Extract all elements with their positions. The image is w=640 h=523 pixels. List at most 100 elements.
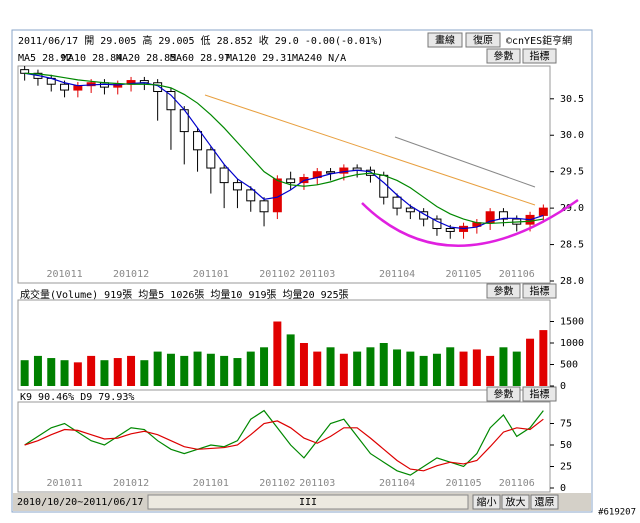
line	[24, 72, 544, 230]
candle-body	[405, 207, 415, 213]
button[interactable]	[522, 48, 557, 64]
candle-body	[73, 85, 83, 91]
volume-bar	[539, 330, 548, 386]
x-tick-label: 201012	[113, 478, 149, 489]
volume-bar	[33, 355, 42, 386]
button[interactable]	[522, 283, 557, 299]
volume-bar	[140, 360, 149, 386]
y-tick-label: 30.0	[560, 130, 584, 141]
volume-bar	[326, 347, 335, 386]
line	[24, 418, 544, 472]
volume-bar	[393, 349, 402, 386]
button[interactable]	[486, 386, 521, 402]
volume-bar	[233, 358, 242, 386]
button-label[interactable]: 指標	[530, 50, 550, 63]
volume-bar	[166, 353, 175, 386]
candle-body	[286, 178, 296, 184]
candle-body	[113, 83, 123, 88]
button[interactable]	[486, 48, 521, 64]
volume-bar	[313, 351, 322, 386]
candle-body	[326, 171, 336, 174]
volume-bar	[286, 334, 295, 386]
x-tick-label: 201106	[499, 478, 535, 489]
button-label[interactable]: 指標	[530, 388, 550, 401]
volume-bar	[512, 351, 521, 386]
ma-value: MA120 29.31	[226, 53, 292, 64]
button[interactable]	[472, 494, 501, 510]
x-tick-label: 201101	[193, 478, 229, 489]
kd-panel	[17, 401, 551, 493]
scroll-thumb[interactable]: III	[299, 497, 317, 508]
candle-body	[166, 91, 176, 111]
button-label[interactable]: 參數	[494, 50, 514, 63]
candle-body	[432, 218, 442, 230]
volume-bar	[459, 351, 468, 386]
volume-bar	[193, 351, 202, 386]
volume-bar	[339, 353, 348, 386]
y-tick-label: 30.5	[560, 94, 584, 105]
x-tick-label: 201011	[46, 269, 82, 280]
button-label[interactable]: 參數	[494, 285, 514, 298]
button[interactable]	[501, 494, 530, 510]
x-tick-label: 201104	[379, 478, 415, 489]
button-label[interactable]: 指標	[530, 285, 550, 298]
button[interactable]	[522, 386, 557, 402]
candle-body	[232, 182, 242, 191]
button-label[interactable]: 還原	[535, 497, 555, 509]
volume-bar	[100, 360, 109, 386]
y-tick-label: 28.5	[560, 240, 584, 251]
price-panel	[17, 65, 551, 284]
volume-bar	[366, 347, 375, 386]
button[interactable]	[465, 32, 501, 48]
candle-body	[60, 83, 70, 91]
x-tick-label: 201103	[299, 269, 335, 280]
x-tick-label: 201106	[499, 269, 535, 280]
candle-body	[219, 167, 229, 184]
volume-bar	[47, 358, 56, 386]
y-tick-label: 25	[560, 462, 572, 473]
button-label[interactable]: 復原	[473, 34, 493, 47]
y-tick-label: 1000	[560, 338, 584, 349]
line	[24, 409, 544, 476]
volume-bar	[432, 353, 441, 386]
volume-bar	[406, 351, 415, 386]
button-label[interactable]: 縮小	[477, 496, 497, 509]
button[interactable]	[427, 32, 463, 48]
trend-line	[394, 136, 536, 188]
volume-bar	[379, 343, 388, 386]
volume-bar	[60, 360, 69, 386]
volume-bar	[127, 355, 136, 386]
button-label[interactable]: 畫線	[435, 34, 455, 47]
volume-bar	[153, 351, 162, 386]
button-label[interactable]: 參數	[494, 388, 514, 401]
button[interactable]	[530, 494, 559, 510]
volume-bar	[220, 355, 229, 386]
kd-title: K9 90.46% D9 79.93%	[20, 392, 134, 403]
y-tick-label: 29.0	[560, 203, 584, 214]
y-tick-label: 29.5	[560, 167, 584, 178]
y-tick-label: 0	[560, 483, 566, 494]
y-tick-label: 50	[560, 440, 572, 451]
volume-bar	[206, 353, 215, 386]
candle-body	[485, 211, 495, 224]
candle-body	[498, 211, 508, 220]
y-tick-label: 75	[560, 419, 572, 430]
y-tick-label: 1500	[560, 317, 584, 328]
candle-body	[206, 149, 216, 169]
quote: 2011/06/17 開 29.005 高 29.005 低 28.852 收 …	[18, 34, 383, 47]
button-label[interactable]: 放大	[506, 496, 526, 509]
volume-bar	[472, 349, 481, 386]
button[interactable]	[486, 283, 521, 299]
scrollbar[interactable]	[147, 494, 469, 510]
candle-body	[379, 174, 389, 198]
x-tick-label: 201011	[46, 478, 82, 489]
candle-body	[259, 200, 269, 213]
ma-value: MA5 28.92	[18, 53, 72, 64]
candle-body	[20, 69, 30, 74]
trend-line	[204, 94, 536, 206]
volume-bar	[246, 351, 255, 386]
ma-value: MA240 N/A	[292, 53, 346, 64]
x-tick-label: 201102	[259, 269, 295, 280]
